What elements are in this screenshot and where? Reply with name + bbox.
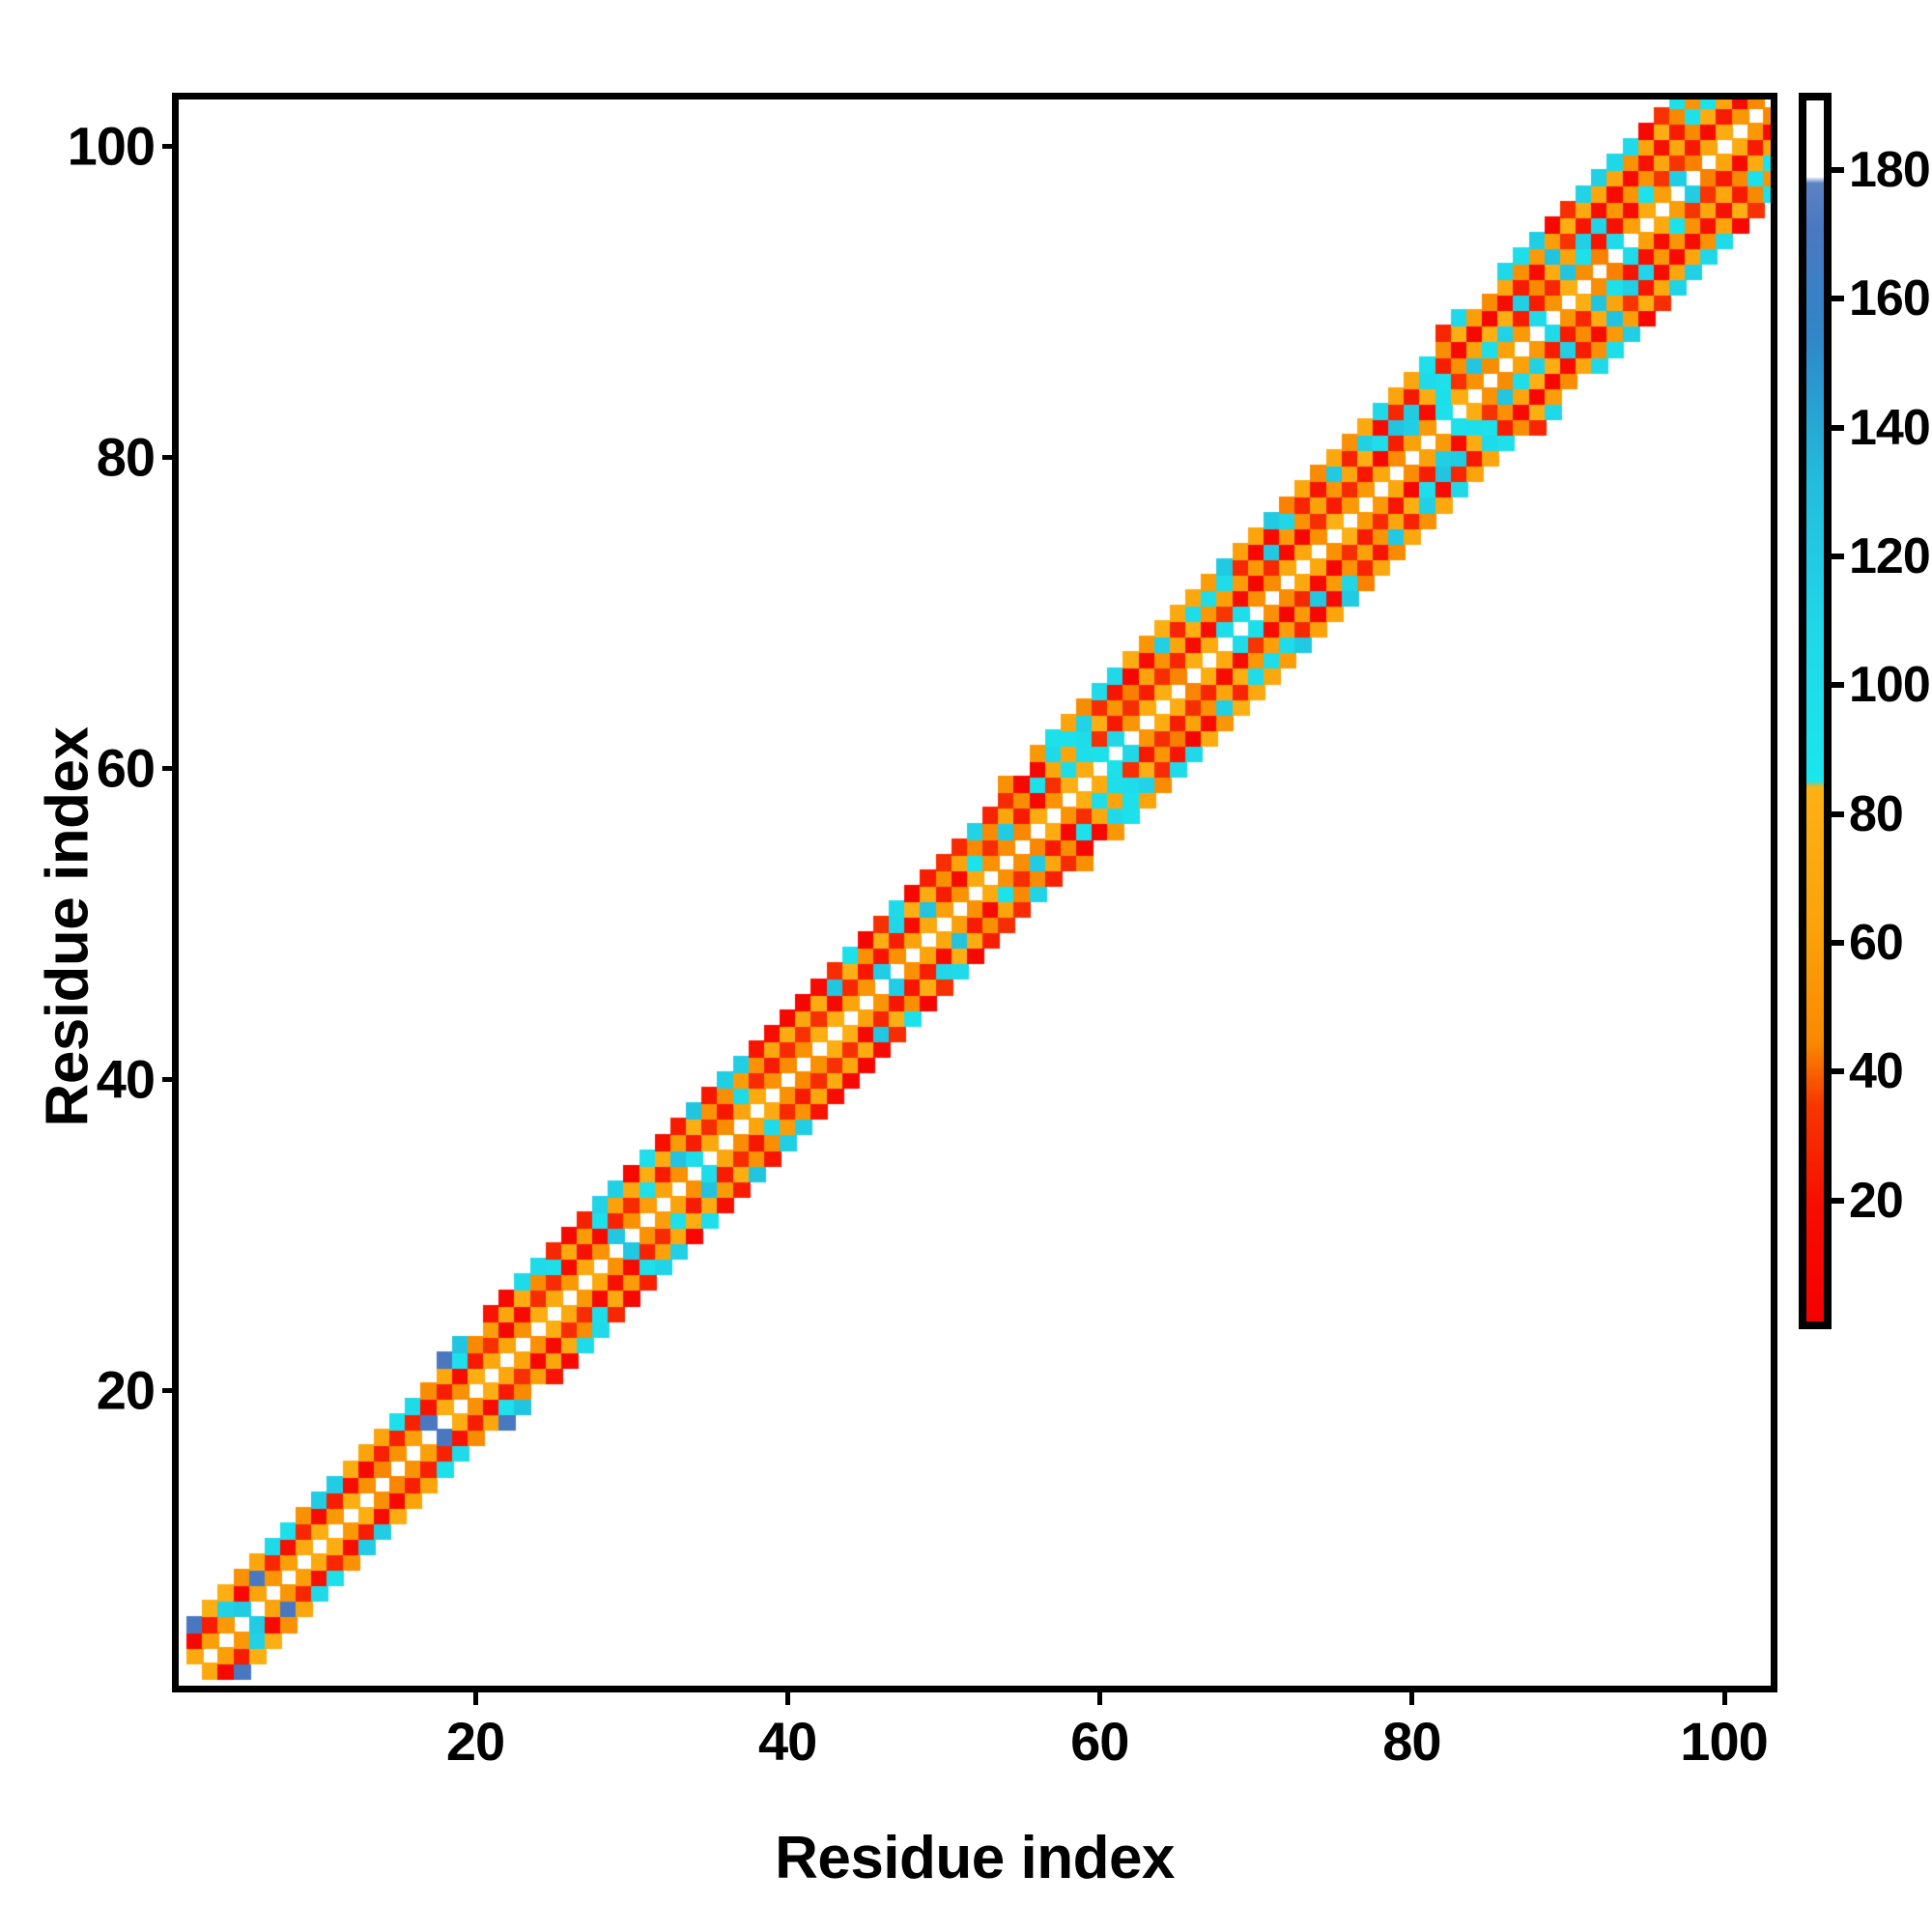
x-tick-mark (1409, 1690, 1415, 1705)
colorbar-tick-mark (1828, 296, 1844, 302)
colorbar-tick-mark (1828, 1068, 1844, 1075)
y-tick-mark (162, 766, 178, 772)
heatmap-canvas (179, 99, 1771, 1686)
colorbar-tick-label: 20 (1849, 1172, 1904, 1229)
heatmap-plot-area (172, 93, 1777, 1692)
colorbar-tick-mark (1828, 424, 1844, 431)
colorbar-tick-label: 120 (1849, 528, 1931, 584)
y-tick-mark (162, 144, 178, 150)
x-tick-label: 80 (1382, 1711, 1441, 1772)
colorbar-tick-mark (1828, 682, 1844, 689)
colorbar-tick-mark (1828, 167, 1844, 173)
colorbar-tick-mark (1828, 554, 1844, 559)
y-tick-mark (162, 1077, 178, 1083)
y-tick-label: 40 (96, 1048, 156, 1110)
x-tick-mark (1097, 1690, 1103, 1705)
colorbar-tick-mark (1828, 810, 1844, 817)
y-tick-label: 60 (96, 737, 156, 799)
x-tick-mark (785, 1690, 791, 1705)
x-tick-label: 40 (757, 1711, 817, 1772)
colorbar-tick-mark (1828, 940, 1844, 946)
x-tick-label: 60 (1070, 1711, 1129, 1772)
colorbar-gradient (1806, 100, 1824, 1321)
x-axis-label: Residue index (775, 1825, 1175, 1891)
y-tick-label: 20 (96, 1359, 156, 1421)
x-tick-mark (1721, 1690, 1727, 1705)
x-tick-mark (472, 1690, 478, 1705)
y-tick-mark (162, 1388, 178, 1394)
colorbar-tick-label: 140 (1849, 399, 1931, 456)
y-axis-label: Residue index (34, 726, 101, 1127)
y-tick-mark (162, 455, 178, 461)
x-tick-label: 20 (445, 1711, 505, 1772)
colorbar-tick-label: 40 (1849, 1043, 1904, 1100)
x-tick-label: 100 (1680, 1711, 1768, 1772)
colorbar (1799, 93, 1832, 1329)
colorbar-tick-label: 180 (1849, 142, 1931, 198)
colorbar-tick-label: 60 (1849, 915, 1904, 971)
colorbar-tick-label: 100 (1849, 657, 1931, 714)
colorbar-tick-label: 160 (1849, 270, 1931, 327)
colorbar-tick-mark (1828, 1197, 1844, 1204)
y-tick-label: 100 (67, 115, 156, 177)
y-tick-label: 80 (96, 426, 156, 488)
colorbar-tick-label: 80 (1849, 785, 1904, 842)
